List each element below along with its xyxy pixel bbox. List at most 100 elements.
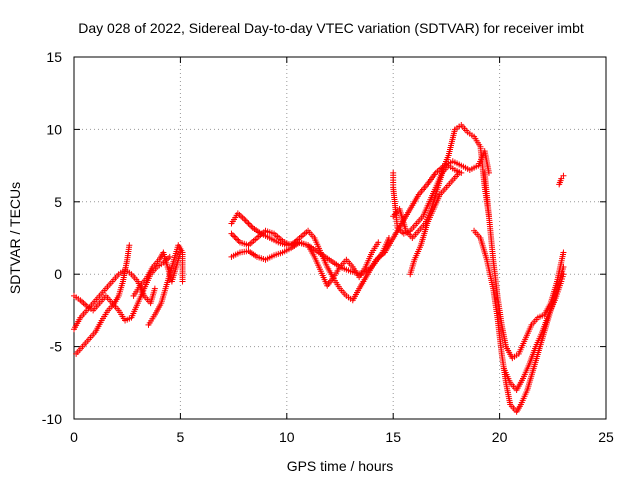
data-point-trail [539, 313, 551, 334]
data-point-trail [144, 265, 155, 280]
data-point-trail [552, 280, 564, 302]
data-point-trail [148, 287, 158, 305]
data-point-trail [156, 261, 165, 269]
data-point-trail [124, 244, 133, 261]
plot-frame [73, 56, 607, 420]
data-point-trail [179, 251, 186, 283]
data-point-trail [344, 258, 355, 269]
data-point-trail [338, 258, 348, 269]
data-point-trail [442, 154, 451, 167]
data-point-trail [494, 316, 505, 355]
data-point-trail [255, 229, 267, 240]
data-point-trail [434, 164, 446, 175]
x-axis-label: GPS time / hours [287, 458, 394, 474]
data-point-trail [511, 352, 520, 360]
data-point [126, 242, 133, 249]
x-tick-label: 10 [279, 429, 295, 445]
data-point-trail [365, 258, 379, 276]
data-point-trail [230, 250, 241, 259]
data-point-trail [91, 294, 101, 305]
data-point-trail [91, 301, 101, 312]
data-point-trail [72, 316, 83, 331]
data-point-trail [281, 238, 292, 248]
data-point-trail [460, 163, 471, 172]
data-point-trail [93, 319, 104, 334]
data-point-trail [397, 208, 409, 232]
data-point-trail [345, 294, 354, 302]
data-point-trail [390, 172, 397, 181]
data-point-trail [396, 226, 406, 236]
data-point-trail [104, 294, 114, 305]
data-point-trail [146, 313, 157, 326]
data-point-trail [124, 315, 133, 323]
data-point-trail [131, 284, 142, 297]
data-point [228, 230, 235, 237]
data-point-trail [112, 294, 121, 305]
data-point-trail [350, 287, 362, 302]
data-point-trail [425, 171, 438, 186]
data-point-trail [501, 367, 513, 384]
y-tick-label: 10 [46, 121, 62, 137]
data-point-trail [289, 236, 301, 247]
data-point-trail [415, 215, 425, 225]
series-trace-e [145, 242, 186, 328]
series-trace-n [481, 169, 567, 362]
data-point-trail [466, 130, 475, 139]
data-point-trail [78, 298, 89, 308]
data-point-trail [407, 258, 417, 276]
data-point-trail [85, 304, 95, 312]
data-point-trail [514, 377, 525, 392]
data-point-trail [514, 403, 523, 413]
data-point-trail [142, 294, 153, 305]
data-point-trail [331, 277, 342, 290]
series-trace-k [390, 162, 465, 237]
data-point-trail [537, 312, 546, 320]
data-point-trail [325, 275, 336, 288]
data-point-trail [151, 258, 161, 269]
series-trace-h [228, 239, 382, 289]
y-tick-label: 5 [54, 194, 62, 210]
data-point-trail [410, 229, 421, 240]
data-point-trail [116, 280, 126, 297]
x-tick-label: 25 [598, 429, 614, 445]
data-point [375, 239, 382, 246]
data-point-trail [438, 186, 448, 196]
data-point-trail [169, 266, 179, 283]
data-point-trail [247, 236, 259, 247]
data-point-trail [116, 309, 127, 322]
data-point-trail [454, 167, 463, 175]
data-point-trail [239, 248, 250, 256]
data-point-trail [106, 301, 116, 312]
data-point-trail [548, 280, 560, 305]
data-point-trail [417, 222, 427, 232]
data-point [456, 169, 463, 176]
data-point-trail [431, 193, 443, 210]
data-point [560, 172, 567, 179]
data-point-trail [503, 381, 513, 406]
data-point-trail [129, 302, 140, 319]
data-point-trail [239, 240, 250, 248]
data-point-trail [412, 244, 423, 261]
series-trace-g [228, 227, 388, 304]
x-tick-label: 20 [492, 429, 508, 445]
data-point-trail [559, 273, 566, 283]
data-point-trail [78, 309, 89, 319]
data-point-trail [508, 403, 519, 413]
data-point-trail [451, 171, 461, 182]
data-point-trail [451, 159, 463, 168]
data-point-trail [152, 302, 164, 316]
data-point [151, 285, 158, 292]
data-point-trail [273, 250, 284, 258]
data-point-trail [418, 222, 430, 247]
data-point-trail [229, 212, 240, 225]
data-point-trail [272, 232, 284, 243]
data-point [241, 216, 248, 223]
data-point-trail [157, 251, 166, 261]
data-point-trail [425, 208, 436, 225]
data-point-trail [374, 250, 386, 262]
data-layer [71, 122, 567, 415]
y-tick-label: -5 [50, 339, 63, 355]
data-point-trail [459, 123, 470, 134]
data-point-trail [312, 255, 323, 273]
